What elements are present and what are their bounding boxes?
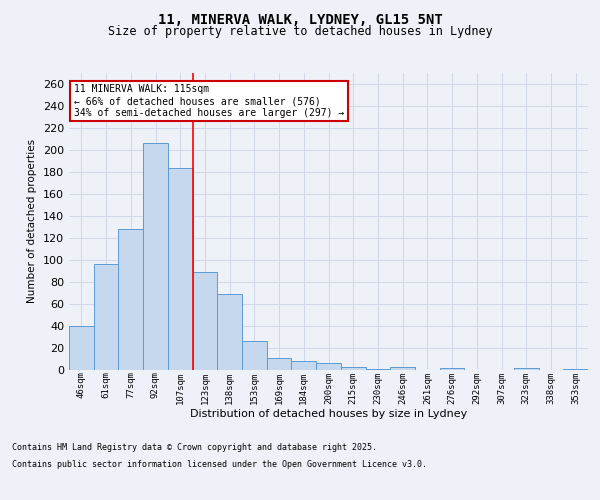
Bar [118, 229, 143, 370]
Bar [365, 369, 390, 370]
Bar [390, 366, 415, 370]
Bar [217, 294, 242, 370]
Bar [514, 368, 539, 370]
Bar [292, 361, 316, 370]
Bar [143, 143, 168, 370]
Y-axis label: Number of detached properties: Number of detached properties [28, 139, 37, 304]
Bar [440, 368, 464, 370]
Bar [267, 358, 292, 370]
Text: Contains HM Land Registry data © Crown copyright and database right 2025.: Contains HM Land Registry data © Crown c… [12, 442, 377, 452]
X-axis label: Distribution of detached houses by size in Lydney: Distribution of detached houses by size … [190, 409, 467, 419]
Bar [242, 342, 267, 370]
Bar [168, 168, 193, 370]
Bar [316, 364, 341, 370]
Bar [94, 264, 118, 370]
Text: 11 MINERVA WALK: 115sqm
← 66% of detached houses are smaller (576)
34% of semi-d: 11 MINERVA WALK: 115sqm ← 66% of detache… [74, 84, 344, 117]
Bar [563, 369, 588, 370]
Bar [69, 326, 94, 370]
Text: Size of property relative to detached houses in Lydney: Size of property relative to detached ho… [107, 25, 493, 38]
Bar [193, 272, 217, 370]
Bar [341, 366, 365, 370]
Text: Contains public sector information licensed under the Open Government Licence v3: Contains public sector information licen… [12, 460, 427, 469]
Text: 11, MINERVA WALK, LYDNEY, GL15 5NT: 11, MINERVA WALK, LYDNEY, GL15 5NT [158, 12, 442, 26]
